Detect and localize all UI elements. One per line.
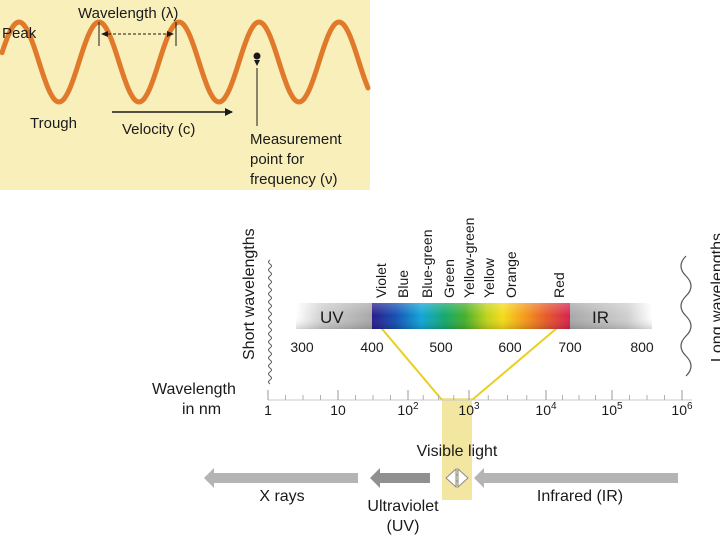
measurement-point-dot [253, 52, 261, 60]
color-label-red: Red [551, 272, 567, 298]
nm-tick-300: 300 [290, 339, 314, 355]
wavelength-arrow-right-icon [167, 31, 174, 37]
velocity-label: Velocity (c) [122, 121, 195, 138]
log-tick-label-1: 1 [264, 402, 272, 418]
spectrum-diagram: Short wavelengths Long wavelengths Viole… [152, 218, 720, 535]
color-label-yellow-green: Yellow-green [461, 218, 477, 298]
axis-label-line2: in nm [182, 401, 221, 418]
log-tick-label-10-4: 104 [535, 401, 557, 418]
measurement-point-marker-icon [254, 60, 260, 66]
axis-label-line1: Wavelength [152, 381, 236, 398]
visible-light-highlight [442, 398, 472, 500]
xray-region-label: X rays [259, 488, 304, 505]
log-tick-label-10-3: 103 [458, 401, 480, 418]
nm-tick-500: 500 [429, 339, 453, 355]
measurement-label-line3: frequency (ν) [250, 171, 338, 188]
color-label-green: Green [441, 259, 457, 298]
uv-region-label-line1: Ultraviolet [367, 498, 439, 515]
visible-region-arrow [445, 467, 469, 489]
measurement-label-line1: Measurement [250, 131, 343, 148]
xray-region-arrow [204, 468, 358, 488]
short-wavelengths-label: Short wavelengths [241, 228, 258, 360]
wave-diagram-panel: Peak Trough Wavelength (λ) Velocity (c) … [0, 0, 371, 190]
nm-tick-600: 600 [498, 339, 522, 355]
long-wavelengths-label: Long wavelengths [709, 233, 720, 362]
log-tick-label-10-5: 105 [601, 401, 623, 418]
nm-tick-800: 800 [630, 339, 654, 355]
log-tick-label-10-2: 102 [397, 401, 419, 418]
log-tick-labels: 1 10 102 103 104 105 106 [264, 401, 693, 418]
spectrum-bar-shading [296, 303, 652, 329]
visible-light-label: Visible light [417, 443, 498, 460]
wave-diagram: Peak Trough Wavelength (λ) Velocity (c) … [0, 5, 371, 188]
nm-scale: 300 400 500 600 700 800 [290, 339, 654, 355]
ir-band-label: IR [592, 308, 609, 327]
wavelength-arrow-left-icon [101, 31, 108, 37]
color-label-yellow: Yellow [481, 257, 497, 298]
uv-region-arrow [370, 468, 430, 488]
trough-label: Trough [30, 115, 77, 132]
wavelength-label: Wavelength (λ) [78, 5, 178, 22]
log-tick-label-10-6: 106 [671, 401, 693, 418]
color-label-blue: Blue [395, 270, 411, 298]
measurement-label-line2: point for [250, 151, 304, 168]
color-label-orange: Orange [503, 251, 519, 298]
peak-label: Peak [2, 25, 37, 42]
short-wave-squiggle-icon [268, 259, 272, 385]
uv-region-label-line2: (UV) [387, 518, 420, 535]
log-tick-label-10: 10 [330, 402, 346, 418]
color-label-blue-green: Blue-green [419, 230, 435, 299]
color-label-violet: Violet [373, 263, 389, 298]
uv-band-label: UV [320, 308, 344, 327]
ir-region-arrow [474, 468, 678, 488]
color-labels: Violet Blue Blue-green Green Yellow-gree… [373, 218, 567, 298]
nm-tick-400: 400 [360, 339, 384, 355]
nm-tick-700: 700 [558, 339, 582, 355]
long-wave-squiggle-icon [680, 255, 692, 377]
log-ticks [267, 390, 683, 400]
spectrum-diagram-panel: Short wavelengths Long wavelengths Viole… [152, 190, 720, 540]
sine-wave [0, 19, 371, 105]
projection-line-right [471, 316, 571, 401]
projection-line-left [371, 316, 443, 401]
ir-region-label: Infrared (IR) [537, 488, 623, 505]
